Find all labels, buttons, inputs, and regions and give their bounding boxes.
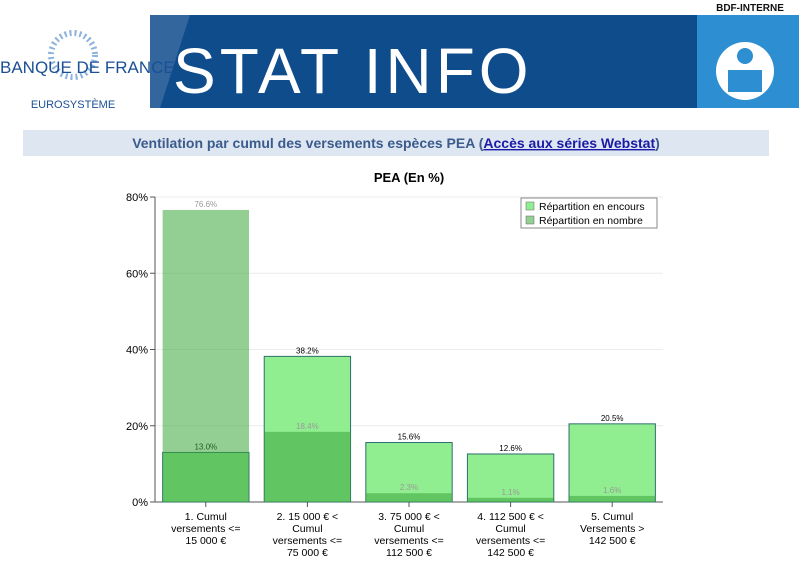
value-label: 1.6% bbox=[603, 486, 621, 495]
band-accent bbox=[150, 15, 190, 108]
value-label: 1.1% bbox=[501, 488, 519, 497]
x-tick-label: 2. 15 000 € < Cumul versements <= 75 000… bbox=[272, 511, 343, 559]
x-tick-label: 5. Cumul Versements > 142 500 € bbox=[579, 511, 645, 547]
value-label: 76.6% bbox=[194, 200, 217, 209]
banner-close: ) bbox=[655, 135, 660, 151]
chart-title: PEA (En %) bbox=[374, 170, 444, 185]
icon-coin bbox=[737, 48, 753, 64]
legend-box bbox=[520, 197, 658, 229]
icon-box-shape bbox=[728, 70, 762, 92]
legend-swatch bbox=[525, 215, 535, 225]
value-label: 12.6% bbox=[499, 444, 522, 453]
value-label: 2.3% bbox=[400, 483, 418, 492]
bar bbox=[467, 497, 554, 502]
x-tick-label: 4. 112 500 € < Cumul versements <= 142 5… bbox=[475, 511, 546, 559]
bar bbox=[568, 423, 656, 503]
y-tick-label: 0% bbox=[132, 497, 148, 509]
banner-text: Ventilation par cumul des versements esp… bbox=[132, 135, 660, 151]
eurosystem: EUROSYSTÈME bbox=[31, 98, 115, 111]
value-label: 20.5% bbox=[601, 414, 624, 423]
legend-label: Répartition en nombre bbox=[539, 215, 643, 227]
webstat-link[interactable]: Accès aux séries Webstat bbox=[483, 135, 655, 151]
x-tick-label: 1. Cumul versements <= 15 000 € bbox=[171, 511, 241, 547]
x-tick-label: 3. 75 000 € < Cumul versements <= 112 50… bbox=[374, 511, 444, 559]
legend-label: Répartition en encours bbox=[539, 201, 645, 213]
bar bbox=[365, 493, 453, 502]
banner bbox=[23, 130, 769, 156]
bar bbox=[569, 495, 656, 502]
plot: 0%20%40%60%80%13.0%76.6%38.2%18.4%15.6%2… bbox=[126, 192, 663, 509]
value-label: 18.4% bbox=[296, 422, 319, 431]
value-label: 38.2% bbox=[296, 346, 319, 355]
logo-mark bbox=[48, 30, 98, 80]
y-tick-label: 20% bbox=[126, 421, 148, 433]
title-band bbox=[150, 15, 697, 108]
y-tick-label: 60% bbox=[126, 268, 148, 280]
page-title: STAT INFO bbox=[173, 35, 533, 107]
y-tick-label: 40% bbox=[126, 345, 148, 357]
y-tick-label: 80% bbox=[126, 192, 148, 204]
value-label: 15.6% bbox=[398, 433, 421, 442]
bar bbox=[162, 209, 249, 502]
legend-swatch bbox=[525, 201, 535, 211]
internal-tag: BDF-INTERNE bbox=[716, 3, 784, 14]
bar bbox=[264, 431, 351, 502]
banner-label: Ventilation par cumul des versements esp… bbox=[132, 135, 484, 151]
bar bbox=[365, 442, 453, 503]
bar bbox=[466, 453, 555, 503]
bank-name: BANQUE DE FRANCE bbox=[0, 58, 175, 77]
